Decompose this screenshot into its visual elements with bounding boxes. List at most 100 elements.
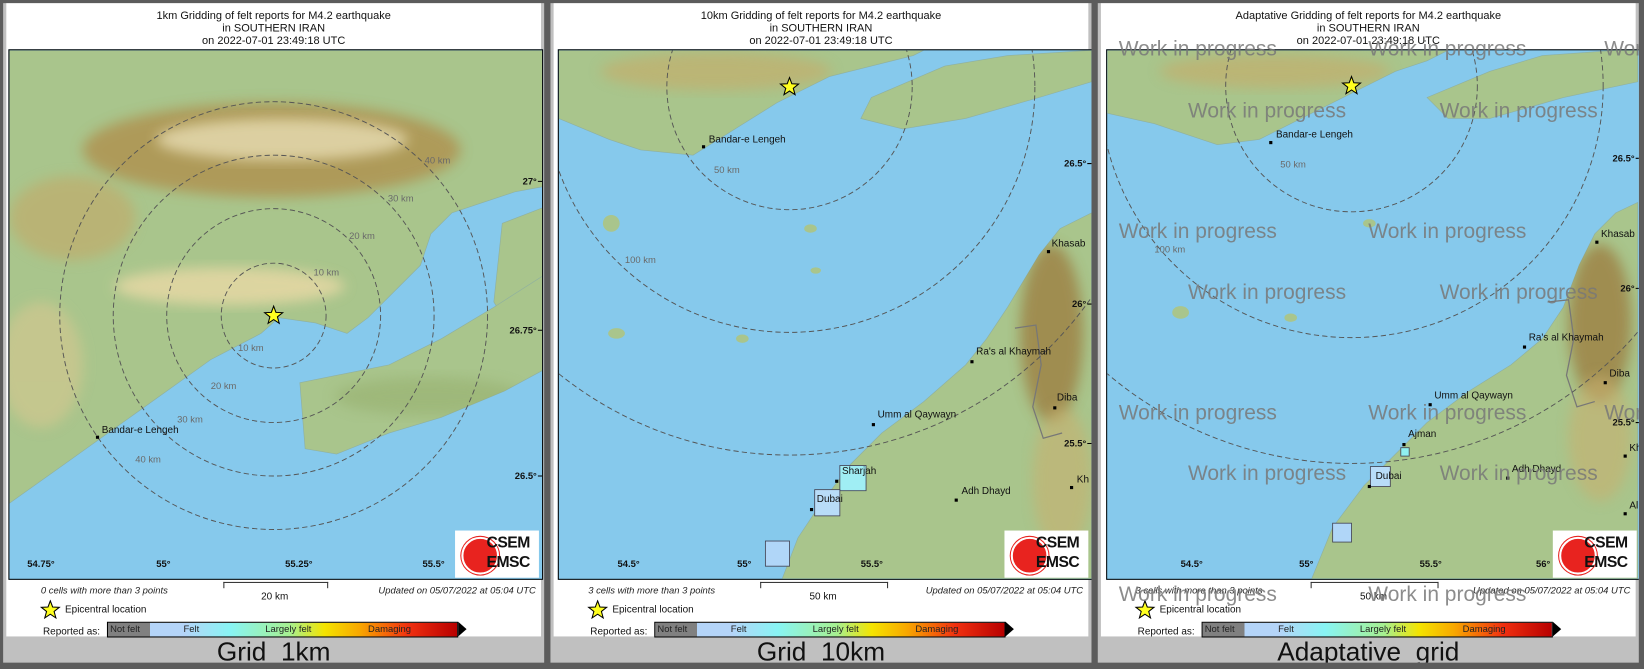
land-area xyxy=(860,50,1092,130)
updated-timestamp: Updated on 05/07/2022 at 05:04 UTC xyxy=(378,585,536,596)
terrain-relief xyxy=(9,301,83,428)
work-in-progress-watermark: Work in progress xyxy=(1439,99,1598,123)
longitude-label: 55° xyxy=(737,558,751,569)
land-area xyxy=(299,276,543,455)
intensity-color-bar: Not felt Felt Largely felt Damaging xyxy=(106,621,467,638)
cells-count-text: 3 cells with more than 3 points xyxy=(588,585,716,596)
globe-icon xyxy=(461,536,500,575)
city-label: Ra's al Khaymah xyxy=(976,346,1051,357)
distance-circle xyxy=(666,50,913,211)
city-label: Dubai xyxy=(817,494,843,505)
panel-caption: Adaptative_grid xyxy=(1277,637,1460,663)
city-label: Al xyxy=(1629,501,1638,512)
city-marker xyxy=(1046,250,1051,254)
felt-grid-cell[interactable] xyxy=(1369,466,1391,487)
map-view[interactable]: 10 km 20 km 30 km 40 km 10 km 20 km 30 km 40 km… xyxy=(8,49,544,580)
csem-emsc-logo: CSEM EMSC xyxy=(455,530,539,578)
distance-label: 30 km xyxy=(388,192,414,203)
city-label: Kh xyxy=(1629,443,1638,454)
panel-title-line: on 2022-07-01 23:49:18 UTC xyxy=(1296,34,1440,48)
distance-label: 40 km xyxy=(135,453,161,464)
distance-circle xyxy=(112,154,435,477)
logo-text-emsc: EMSC xyxy=(1035,553,1080,572)
legend-class-label: Felt xyxy=(1278,623,1294,635)
distance-label: 10 km xyxy=(314,267,340,278)
felt-grid-cell[interactable] xyxy=(1332,522,1352,543)
intensity-color-bar: Not felt Felt Largely felt Damaging xyxy=(654,621,1014,638)
work-in-progress-watermark: Work in progress xyxy=(1368,582,1527,607)
work-in-progress-watermark: Work in progress xyxy=(1439,462,1598,486)
city-label: Adh Dhayd xyxy=(961,486,1010,497)
city-label: Bandar-e Lengeh xyxy=(1276,129,1353,140)
work-in-progress-watermark: Work in progress xyxy=(1187,462,1347,486)
panel-title-line: in SOUTHERN IRAN xyxy=(1316,22,1420,35)
city-label: Umm al Qaywayn xyxy=(878,409,957,420)
city-label: Kh xyxy=(1077,474,1089,485)
color-bar-arrow-icon xyxy=(1552,621,1562,637)
terrain-relief xyxy=(156,118,408,161)
legend-reported-as-label: Reported as: xyxy=(42,625,101,638)
legend-class-label: Damaging xyxy=(368,623,412,635)
work-in-progress-watermark: Work in progress xyxy=(1439,280,1598,305)
legend-class-label: Not felt xyxy=(657,623,688,635)
legend-class-label: Felt xyxy=(730,623,747,635)
longitude-label: 55.5° xyxy=(1420,558,1442,569)
cells-count-text: 0 cells with more than 3 points xyxy=(40,585,168,596)
city-label: Bandar-e Lengeh xyxy=(102,425,179,436)
csem-emsc-logo: CSEM EMSC xyxy=(1004,530,1089,578)
island xyxy=(804,224,817,233)
work-in-progress-watermark: Work in progress xyxy=(1187,99,1347,123)
city-marker xyxy=(1069,485,1074,490)
city-marker xyxy=(809,507,814,512)
scale-bar xyxy=(1310,581,1439,589)
felt-grid-cell[interactable] xyxy=(764,540,790,567)
city-marker xyxy=(701,145,706,149)
work-in-progress-watermark: Work in progress xyxy=(1118,37,1277,61)
distance-label: 20 km xyxy=(349,230,375,241)
distance-label: 20 km xyxy=(211,380,237,391)
city-marker xyxy=(970,360,974,364)
panel-title-line: on 2022-07-01 23:49:18 UTC xyxy=(202,34,346,48)
latitude-label: 26.5° xyxy=(1613,152,1635,163)
longitude-label: 54.5° xyxy=(1181,558,1203,569)
longitude-label: 55.5° xyxy=(861,558,883,569)
legend-star-icon xyxy=(1134,599,1156,620)
epicenter-star-icon[interactable] xyxy=(1341,75,1362,95)
country-border xyxy=(1547,299,1595,408)
map-view[interactable]: 50 km 100 km Bandar-e Lengeh Khasab Ra's al … xyxy=(557,49,1092,580)
epicenter-star-icon[interactable] xyxy=(263,304,285,325)
city-label: Khasab xyxy=(1601,229,1635,240)
latitude-label: 26° xyxy=(1072,298,1086,309)
felt-grid-cell[interactable] xyxy=(814,489,841,517)
city-marker xyxy=(1402,442,1406,447)
color-bar-arrow-icon xyxy=(458,621,467,637)
legend-star-icon xyxy=(39,599,61,620)
map-view[interactable]: 50 km 100 km Bandar-e Lengeh Khasab Ra's al … xyxy=(1106,49,1639,580)
distance-circle xyxy=(558,50,1036,333)
work-in-progress-watermark: Work in progress xyxy=(1118,220,1277,244)
color-bar-arrow-icon xyxy=(1005,621,1014,637)
latitude-label: 26.5° xyxy=(1064,158,1086,169)
latitude-label: 26° xyxy=(1620,282,1634,293)
felt-grid-cell[interactable] xyxy=(839,465,867,492)
work-in-progress-watermark: Work in progress xyxy=(1368,220,1527,244)
city-label: Ajman xyxy=(1408,429,1436,440)
terrain-relief xyxy=(9,176,136,261)
panel-title-line: on 2022-07-01 23:49:18 UTC xyxy=(749,34,893,48)
legend-epicenter-label: Epicentral location xyxy=(612,603,694,616)
panel-caption: Grid_1km xyxy=(216,637,331,663)
epicenter-star-icon[interactable] xyxy=(779,76,800,96)
map-panel-grid-1km: 1km Gridding of felt reports for M4.2 ea… xyxy=(3,3,545,663)
city-marker xyxy=(1506,476,1510,480)
latitude-label: 26.5° xyxy=(515,470,537,481)
legend-star-icon xyxy=(587,599,609,620)
legend-class-label: Damaging xyxy=(1462,623,1506,635)
logo-text-csem: CSEM xyxy=(1035,533,1080,552)
globe-icon xyxy=(1559,536,1597,575)
city-marker xyxy=(1053,406,1057,410)
city-marker xyxy=(835,479,839,483)
map-panel-adaptative-grid: Adaptative Gridding of felt reports for … xyxy=(1097,3,1639,663)
island xyxy=(602,214,620,232)
felt-grid-cell[interactable] xyxy=(1400,447,1410,457)
work-in-progress-watermark: Work in progress xyxy=(1604,37,1639,61)
